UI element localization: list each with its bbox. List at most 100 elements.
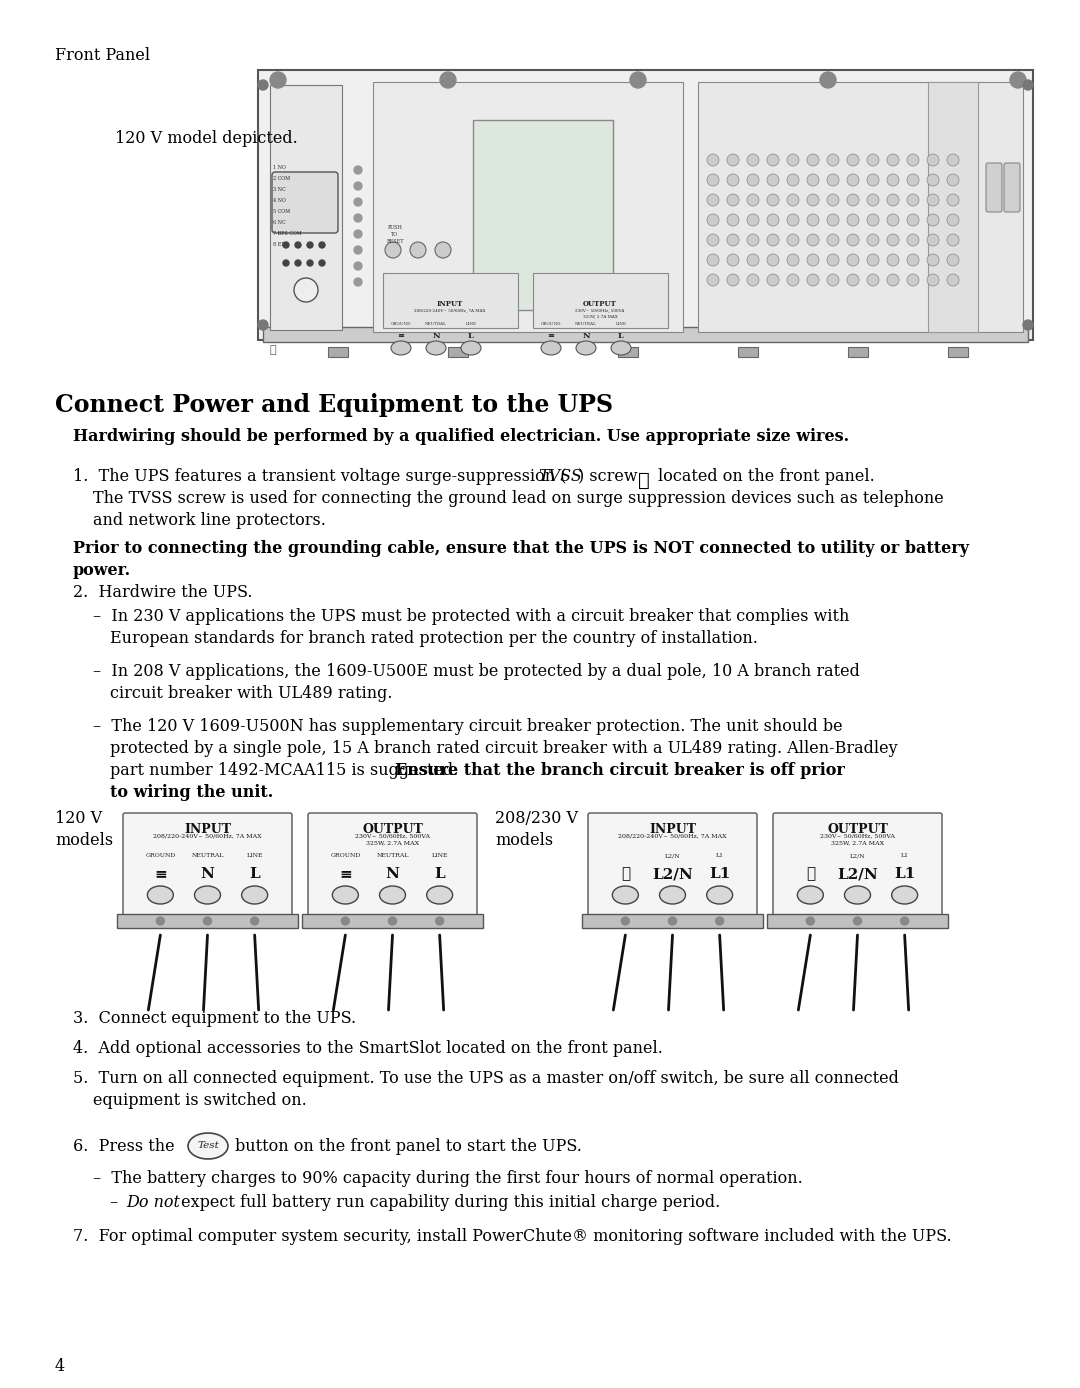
Circle shape bbox=[787, 235, 799, 246]
Circle shape bbox=[887, 254, 899, 266]
FancyBboxPatch shape bbox=[270, 85, 342, 330]
Circle shape bbox=[295, 260, 301, 266]
Circle shape bbox=[727, 214, 739, 226]
Text: 4.  Add optional accessories to the SmartSlot located on the front panel.: 4. Add optional accessories to the Smart… bbox=[73, 1040, 663, 1058]
Text: ⏚: ⏚ bbox=[621, 868, 630, 881]
Circle shape bbox=[947, 273, 959, 286]
Circle shape bbox=[947, 174, 959, 186]
Circle shape bbox=[767, 273, 779, 286]
Circle shape bbox=[283, 242, 289, 248]
Circle shape bbox=[319, 242, 325, 248]
FancyBboxPatch shape bbox=[123, 813, 292, 922]
Text: 325W, 2.7A MAX: 325W, 2.7A MAX bbox=[582, 314, 618, 318]
FancyBboxPatch shape bbox=[264, 328, 1028, 341]
Circle shape bbox=[727, 254, 739, 266]
Circle shape bbox=[927, 254, 939, 266]
Text: to wiring the unit.: to wiring the unit. bbox=[110, 784, 273, 801]
Circle shape bbox=[747, 154, 759, 167]
Ellipse shape bbox=[461, 341, 481, 355]
Text: part number 1492-MCAA115 is suggested.: part number 1492-MCAA115 is suggested. bbox=[110, 762, 463, 779]
Text: –  The 120 V 1609-U500N has supplementary circuit breaker protection. The unit s: – The 120 V 1609-U500N has supplementary… bbox=[93, 718, 842, 736]
Circle shape bbox=[807, 235, 819, 246]
Circle shape bbox=[716, 917, 724, 924]
Ellipse shape bbox=[660, 886, 686, 904]
Circle shape bbox=[907, 214, 919, 226]
Text: PUSH: PUSH bbox=[388, 225, 403, 230]
Circle shape bbox=[887, 194, 899, 205]
Circle shape bbox=[307, 260, 313, 266]
FancyBboxPatch shape bbox=[448, 347, 468, 357]
Circle shape bbox=[827, 273, 839, 286]
Circle shape bbox=[767, 174, 779, 186]
Circle shape bbox=[827, 154, 839, 167]
FancyBboxPatch shape bbox=[258, 69, 1032, 340]
Circle shape bbox=[258, 321, 268, 330]
FancyBboxPatch shape bbox=[582, 915, 762, 929]
Text: INPUT: INPUT bbox=[649, 823, 696, 836]
Ellipse shape bbox=[242, 886, 268, 904]
FancyBboxPatch shape bbox=[738, 347, 758, 357]
Ellipse shape bbox=[188, 1133, 228, 1159]
Circle shape bbox=[947, 214, 959, 226]
Circle shape bbox=[410, 242, 426, 258]
Circle shape bbox=[867, 235, 879, 246]
Text: L2/N: L2/N bbox=[652, 868, 693, 881]
Circle shape bbox=[827, 235, 839, 246]
Circle shape bbox=[927, 214, 939, 226]
Text: Front Panel: Front Panel bbox=[55, 47, 150, 64]
Text: ⏚: ⏚ bbox=[806, 868, 815, 881]
Text: L: L bbox=[249, 868, 260, 881]
Circle shape bbox=[947, 154, 959, 167]
Text: L2/N: L2/N bbox=[664, 854, 680, 858]
FancyBboxPatch shape bbox=[383, 273, 518, 328]
FancyBboxPatch shape bbox=[373, 82, 683, 332]
Text: ⏚: ⏚ bbox=[270, 346, 276, 355]
Circle shape bbox=[341, 917, 349, 924]
Circle shape bbox=[747, 214, 759, 226]
Circle shape bbox=[354, 182, 362, 190]
Text: –: – bbox=[110, 1194, 129, 1210]
Circle shape bbox=[847, 154, 859, 167]
Text: ) screw: ) screw bbox=[578, 468, 637, 484]
Text: 5 COM: 5 COM bbox=[273, 210, 291, 214]
Circle shape bbox=[319, 260, 325, 266]
Circle shape bbox=[354, 198, 362, 205]
Circle shape bbox=[867, 254, 879, 266]
Text: ≡: ≡ bbox=[154, 868, 166, 881]
Circle shape bbox=[747, 194, 759, 205]
Text: TO: TO bbox=[391, 232, 399, 237]
Text: INPUT: INPUT bbox=[184, 823, 231, 836]
Circle shape bbox=[747, 235, 759, 246]
FancyBboxPatch shape bbox=[848, 347, 868, 357]
Text: 120 V model depicted.: 120 V model depicted. bbox=[114, 130, 298, 147]
Ellipse shape bbox=[892, 886, 918, 904]
Text: 230V~ 50/60Hz, 500VA: 230V~ 50/60Hz, 500VA bbox=[576, 308, 624, 312]
Circle shape bbox=[354, 230, 362, 237]
FancyBboxPatch shape bbox=[1004, 162, 1020, 212]
Circle shape bbox=[747, 174, 759, 186]
Circle shape bbox=[947, 194, 959, 205]
Ellipse shape bbox=[576, 341, 596, 355]
Text: 208/230 V: 208/230 V bbox=[495, 811, 578, 827]
Circle shape bbox=[827, 254, 839, 266]
Circle shape bbox=[787, 214, 799, 226]
Text: European standards for branch rated protection per the country of installation.: European standards for branch rated prot… bbox=[110, 630, 758, 647]
FancyBboxPatch shape bbox=[618, 347, 638, 357]
Circle shape bbox=[270, 72, 286, 87]
Text: TVSS: TVSS bbox=[538, 468, 582, 484]
Circle shape bbox=[901, 917, 908, 924]
Text: NEUTRAL: NEUTRAL bbox=[376, 854, 408, 858]
Text: LINE: LINE bbox=[616, 322, 626, 326]
Circle shape bbox=[907, 154, 919, 167]
Circle shape bbox=[847, 235, 859, 246]
Text: ≡: ≡ bbox=[339, 868, 352, 881]
FancyBboxPatch shape bbox=[773, 813, 942, 922]
Text: 4: 4 bbox=[55, 1357, 65, 1376]
Circle shape bbox=[887, 174, 899, 186]
Circle shape bbox=[630, 72, 646, 87]
Circle shape bbox=[947, 254, 959, 266]
Circle shape bbox=[707, 273, 719, 286]
Text: –  In 208 V applications, the 1609-U500E must be protected by a dual pole, 10 A : – In 208 V applications, the 1609-U500E … bbox=[93, 663, 860, 680]
Circle shape bbox=[747, 254, 759, 266]
Circle shape bbox=[807, 917, 814, 924]
